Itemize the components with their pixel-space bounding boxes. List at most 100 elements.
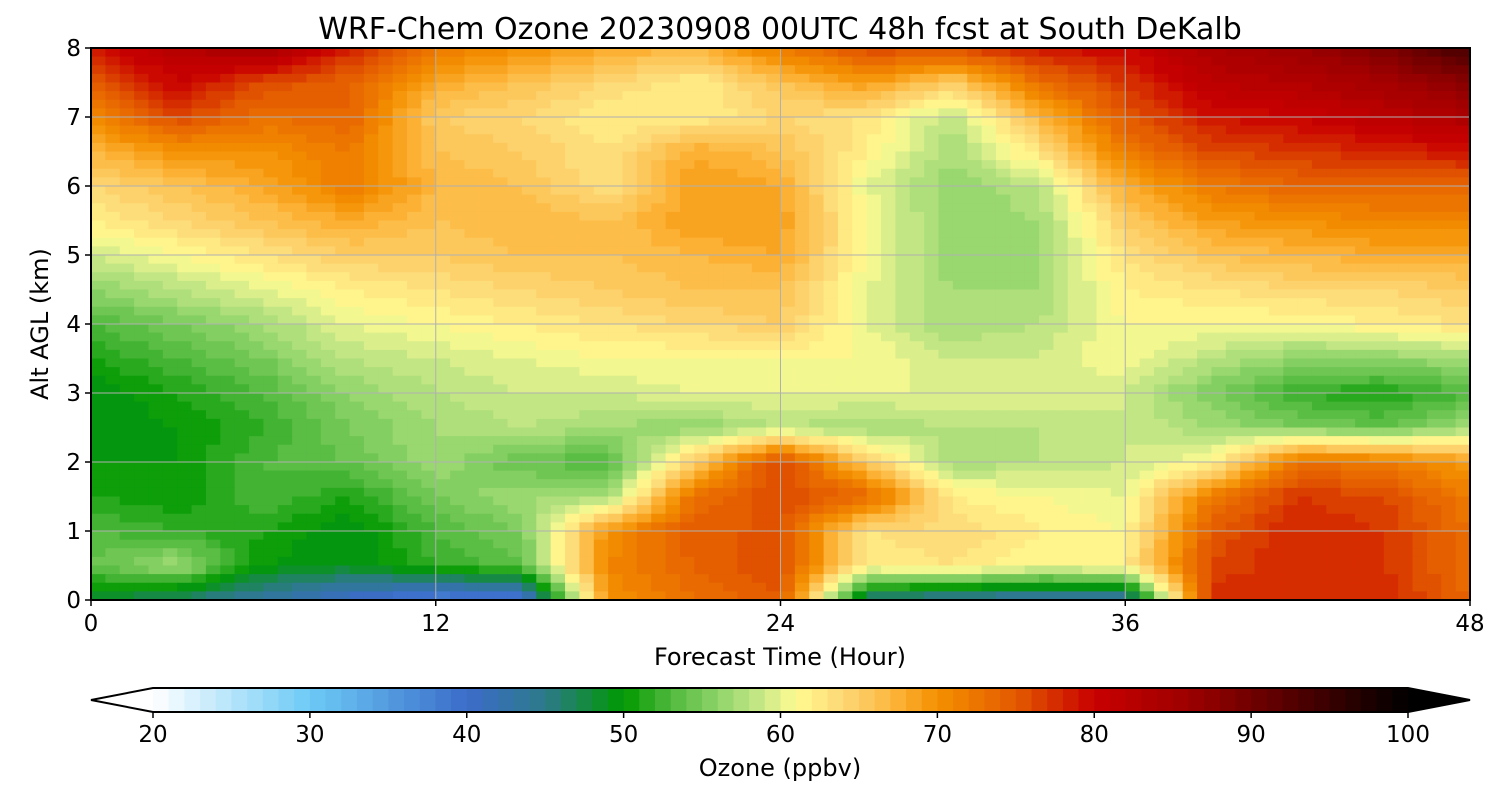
heatmap-cell — [766, 99, 782, 109]
heatmap-cell — [1441, 263, 1457, 273]
heatmap-cell — [622, 56, 638, 66]
heatmap-cell — [651, 203, 667, 213]
heatmap-cell — [191, 306, 207, 316]
heatmap-cell — [249, 65, 264, 75]
heatmap-cell — [1024, 289, 1040, 299]
heatmap-cell — [119, 237, 135, 247]
heatmap-cell — [780, 384, 796, 394]
heatmap-cell — [134, 237, 150, 247]
heatmap-cell — [1010, 470, 1026, 480]
heatmap-cell — [981, 418, 997, 429]
heatmap-cell — [320, 108, 336, 118]
heatmap-cell — [234, 401, 250, 411]
heatmap-cell — [536, 168, 552, 178]
heatmap-cell — [392, 272, 408, 282]
heatmap-cell — [220, 117, 236, 127]
heatmap-cell — [967, 65, 983, 75]
heatmap-cell — [177, 289, 193, 299]
heatmap-cell — [478, 91, 494, 101]
heatmap-cell — [191, 418, 207, 429]
heatmap-cell — [1311, 142, 1327, 153]
heatmap-cell — [881, 384, 897, 394]
heatmap-cell — [191, 151, 207, 161]
heatmap-cell — [263, 246, 279, 256]
heatmap-cell — [1311, 99, 1327, 109]
heatmap-cell — [1182, 117, 1198, 127]
heatmap-cell — [636, 125, 652, 135]
heatmap-cell — [837, 453, 853, 463]
heatmap-cell — [1340, 255, 1356, 265]
heatmap-cell — [1383, 462, 1399, 472]
heatmap-cell — [766, 194, 782, 204]
heatmap-cell — [1010, 479, 1026, 489]
heatmap-cell — [608, 246, 624, 256]
heatmap-cell — [852, 410, 868, 420]
heatmap-cell — [952, 134, 968, 144]
heatmap-cell — [335, 332, 351, 342]
heatmap-cell — [909, 410, 925, 420]
heatmap-cell — [1297, 237, 1313, 247]
heatmap-cell — [1096, 479, 1112, 489]
heatmap-cell — [866, 349, 882, 360]
heatmap-cell — [708, 427, 724, 437]
heatmap-cell — [565, 151, 580, 161]
heatmap-cell — [1311, 82, 1327, 92]
heatmap-cell — [521, 220, 537, 230]
heatmap-cell — [435, 108, 451, 118]
heatmap-cell — [162, 99, 178, 109]
heatmap-cell — [1024, 367, 1040, 377]
heatmap-cell — [679, 134, 695, 144]
heatmap-cell — [263, 487, 279, 498]
heatmap-cell — [177, 436, 193, 446]
heatmap-cell — [881, 246, 897, 256]
heatmap-cell — [234, 160, 250, 170]
heatmap-cell — [823, 91, 839, 101]
heatmap-cell — [177, 99, 193, 109]
heatmap-cell — [1082, 453, 1098, 463]
heatmap-cell — [1340, 134, 1356, 144]
heatmap-cell — [1053, 48, 1069, 58]
heatmap-cell — [780, 349, 796, 360]
heatmap-cell — [1225, 168, 1241, 178]
heatmap-cell — [1153, 91, 1169, 101]
heatmap-cell — [177, 418, 193, 429]
heatmap-cell — [1311, 332, 1327, 342]
heatmap-cell — [895, 479, 911, 489]
heatmap-cell — [938, 48, 954, 58]
heatmap-cell — [1297, 298, 1313, 308]
heatmap-cell — [622, 453, 638, 463]
heatmap-cell — [895, 56, 911, 66]
heatmap-cell — [1096, 203, 1112, 213]
heatmap-cell — [91, 487, 106, 498]
heatmap-cell — [148, 203, 164, 213]
heatmap-cell — [234, 427, 250, 437]
heatmap-cell — [636, 427, 652, 437]
heatmap-cell — [1311, 479, 1327, 489]
heatmap-cell — [1039, 117, 1055, 127]
heatmap-cell — [751, 237, 767, 247]
heatmap-cell — [1039, 418, 1055, 429]
heatmap-cell — [421, 341, 437, 351]
heatmap-cell — [593, 272, 609, 282]
heatmap-cell — [952, 289, 968, 299]
heatmap-cell — [1398, 82, 1414, 92]
heatmap-cell — [1110, 306, 1126, 316]
heatmap-cell — [191, 65, 207, 75]
heatmap-cell — [435, 410, 451, 420]
heatmap-cell — [450, 462, 466, 472]
heatmap-cell — [550, 160, 566, 170]
heatmap-cell — [565, 237, 580, 247]
heatmap-cell — [1168, 108, 1184, 118]
heatmap-cell — [550, 418, 566, 429]
heatmap-cell — [1197, 220, 1213, 230]
heatmap-cell — [636, 160, 652, 170]
heatmap-cell — [277, 272, 293, 282]
heatmap-cell — [162, 470, 178, 480]
heatmap-cell — [1283, 272, 1299, 282]
heatmap-cell — [220, 211, 236, 222]
heatmap-cell — [536, 177, 552, 187]
heatmap-cell — [507, 410, 523, 420]
heatmap-cell — [105, 220, 121, 230]
heatmap-cell — [292, 470, 308, 480]
heatmap-cell — [263, 306, 279, 316]
